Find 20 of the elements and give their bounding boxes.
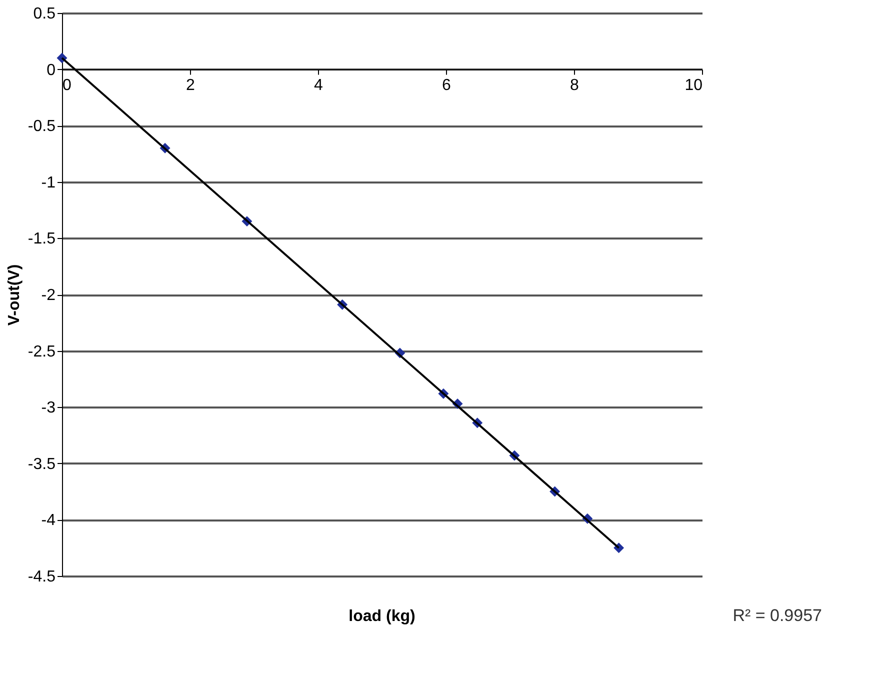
y-tick-label: 0.5 bbox=[33, 6, 56, 22]
x-tick-label: 8 bbox=[570, 76, 580, 94]
y-tick-label: -4 bbox=[41, 512, 56, 530]
y-tick-label: -3.5 bbox=[28, 456, 56, 473]
x-axis-title: load (kg) bbox=[348, 608, 416, 625]
y-tick-label: -1 bbox=[41, 174, 56, 192]
y-tick-label: -3 bbox=[41, 400, 56, 417]
y-tick-label: -1.5 bbox=[28, 230, 56, 248]
text: R² = 0.9957 bbox=[732, 606, 822, 625]
x-tick-label: 10 bbox=[684, 76, 703, 94]
x-tick-label: 6 bbox=[442, 76, 452, 94]
y-tick-label: -2 bbox=[41, 287, 56, 304]
x-tick-label: 0 bbox=[62, 76, 72, 94]
y-tick-label: -4.5 bbox=[28, 568, 56, 586]
y-axis-title: V-out(V) bbox=[6, 264, 23, 326]
x-tick-label: 4 bbox=[314, 76, 324, 94]
y-tick-label: -2.5 bbox=[28, 343, 56, 360]
y-tick-label: 0 bbox=[46, 62, 56, 79]
x-tick-label: 2 bbox=[186, 76, 196, 94]
y-tick-label: -0.5 bbox=[28, 118, 56, 136]
